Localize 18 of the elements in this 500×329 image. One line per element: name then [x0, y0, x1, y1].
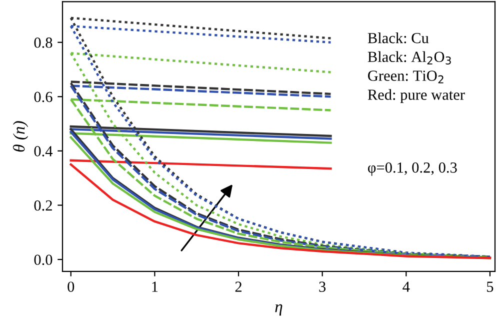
y-tick-label: 0.2 [34, 200, 52, 211]
x-tick-label: 3 [319, 282, 326, 292]
x-tick-label: 2 [235, 282, 242, 292]
x-tick-label: 0 [68, 282, 74, 292]
annotation: Black: Al$_{2}$O$_{3}$ [368, 51, 451, 65]
annotation: Black: Cu [368, 32, 429, 44]
y-tick-label: 0.8 [34, 37, 52, 48]
x-axis-title: η [275, 304, 282, 316]
x-tick-label: 1 [152, 282, 158, 292]
annotation: Red: pure water [368, 89, 465, 103]
y-axis-title: θ (n) [12, 121, 28, 152]
y-tick-label: 0.6 [34, 92, 52, 102]
x-tick-label: 4 [402, 282, 410, 292]
annotation: φ=0.1, 0.2, 0.3 [368, 162, 457, 176]
x-tick-label: 5 [487, 282, 494, 292]
y-tick-label: 0.0 [34, 254, 52, 265]
y-tick-label: 0.4 [34, 146, 53, 156]
annotation: Green: TiO$_{2}$ [368, 70, 444, 84]
